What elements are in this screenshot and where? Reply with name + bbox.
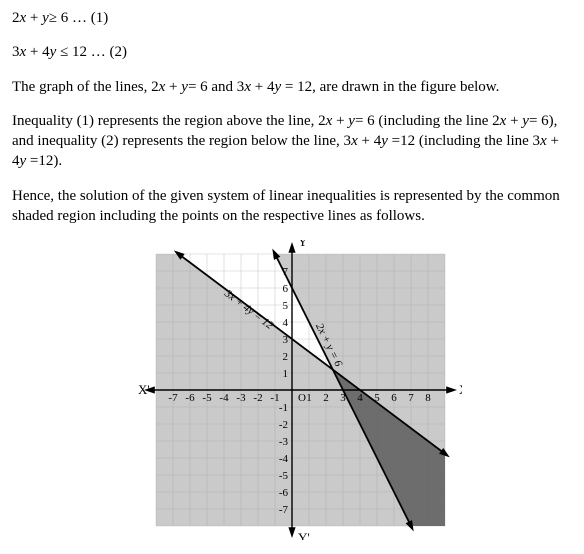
svg-text:2: 2 xyxy=(323,392,329,404)
svg-text:Y: Y xyxy=(298,240,308,249)
svg-text:-3: -3 xyxy=(236,392,246,404)
svg-text:-1: -1 xyxy=(279,402,288,414)
inequality-2: 3x + 4y ≤ 12 … (2) xyxy=(12,42,572,62)
svg-text:X: X xyxy=(459,382,462,397)
svg-text:6: 6 xyxy=(391,392,397,404)
svg-text:7: 7 xyxy=(408,392,414,404)
svg-text:6: 6 xyxy=(283,283,289,295)
svg-text:-6: -6 xyxy=(185,392,195,404)
svg-text:2: 2 xyxy=(283,351,289,363)
svg-text:-2: -2 xyxy=(253,392,262,404)
svg-text:5: 5 xyxy=(283,300,289,312)
svg-text:8: 8 xyxy=(425,392,431,404)
svg-text:4: 4 xyxy=(283,317,289,329)
inequality-graph: -7-6-5-4-3-2-112345678-7-6-5-4-3-2-11234… xyxy=(122,240,462,540)
svg-text:Y': Y' xyxy=(298,530,310,540)
svg-text:-2: -2 xyxy=(279,419,288,431)
svg-text:-5: -5 xyxy=(279,470,289,482)
svg-text:4: 4 xyxy=(357,392,363,404)
svg-text:-7: -7 xyxy=(168,392,178,404)
paragraph-solution: Hence, the solution of the given system … xyxy=(12,186,572,227)
svg-text:-4: -4 xyxy=(219,392,229,404)
svg-text:1: 1 xyxy=(283,368,289,380)
graph-container: -7-6-5-4-3-2-112345678-7-6-5-4-3-2-11234… xyxy=(12,240,572,545)
paragraph-regions: Inequality (1) represents the region abo… xyxy=(12,111,572,172)
inequality-1: 2x + y≥ 6 … (1) xyxy=(12,8,572,28)
paragraph-graph-intro: The graph of the lines, 2x + y= 6 and 3x… xyxy=(12,77,572,97)
svg-text:-4: -4 xyxy=(279,453,289,465)
svg-text:O: O xyxy=(298,392,306,404)
svg-text:-7: -7 xyxy=(279,504,289,516)
svg-text:-5: -5 xyxy=(202,392,212,404)
svg-text:X': X' xyxy=(138,382,150,397)
svg-text:1: 1 xyxy=(306,392,312,404)
svg-text:-6: -6 xyxy=(279,487,289,499)
svg-text:-3: -3 xyxy=(279,436,289,448)
